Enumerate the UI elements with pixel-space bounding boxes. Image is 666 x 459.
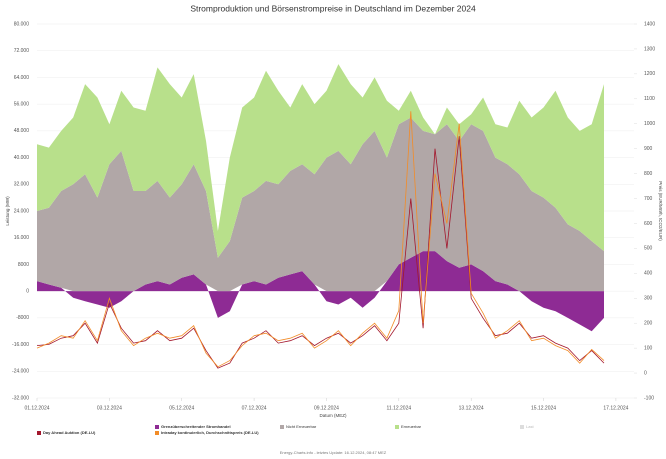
y2-tick-label: 0 bbox=[644, 370, 647, 376]
legend-label: Grenzüberschreitender Stromhandel bbox=[161, 424, 231, 429]
legend-label: Last bbox=[526, 424, 534, 429]
area bbox=[37, 117, 604, 292]
x-tick-label: 05.12.2024 bbox=[169, 405, 194, 411]
y2-tick-label: 800 bbox=[644, 171, 653, 177]
y2-tick-label: 1200 bbox=[644, 71, 655, 77]
y-tick-label: 24.000 bbox=[14, 208, 30, 214]
y2-tick-label: 900 bbox=[644, 146, 653, 152]
lines bbox=[36, 111, 605, 369]
legend-label: Day Ahead Auktion (DE-LU) bbox=[43, 430, 96, 435]
y2-tick-label: 500 bbox=[644, 246, 653, 252]
y2-tick-label: 400 bbox=[644, 271, 653, 277]
legend-label: Intraday kontinuierlich, Durchschnittspr… bbox=[161, 430, 259, 435]
y-tick-label: 56.000 bbox=[14, 101, 30, 107]
y2-tick-label: 1300 bbox=[644, 46, 655, 52]
x-tick-label: 13.12.2024 bbox=[459, 405, 484, 411]
x-tick-label: 11.12.2024 bbox=[386, 405, 411, 411]
y-tick-label: 16.000 bbox=[14, 235, 30, 241]
y-tick-label: 72.000 bbox=[14, 48, 30, 54]
line bbox=[36, 136, 605, 369]
legend-swatch bbox=[280, 425, 284, 429]
y2-tick-label: 1100 bbox=[644, 96, 655, 102]
y2-tick-label: 300 bbox=[644, 296, 653, 302]
legend-label: Nicht Erneuerbar bbox=[286, 424, 317, 429]
x-tick-label: 09.12.2024 bbox=[314, 405, 339, 411]
y2-tick-label: 1400 bbox=[644, 21, 655, 27]
y-tick-label: 0 bbox=[26, 288, 29, 294]
y-tick-label: -24.000 bbox=[12, 369, 29, 375]
y2-tick-label: 700 bbox=[644, 196, 653, 202]
area bbox=[37, 64, 604, 258]
y-tick-label: 8000 bbox=[18, 262, 29, 268]
x-tick-label: 07.12.2024 bbox=[242, 405, 267, 411]
x-axis-title: Datum (MEZ) bbox=[320, 413, 348, 418]
y2-axis-title: Preis (EUR/MWh, tCO2/EUR) bbox=[658, 181, 663, 241]
y-tick-label: 40.000 bbox=[14, 155, 30, 161]
y2-tick-label: -100 bbox=[644, 395, 654, 401]
footer: Energy-Charts.info - letztes Update: 16.… bbox=[280, 450, 387, 455]
y-tick-label: 48.000 bbox=[14, 128, 30, 134]
y-tick-label: 80.000 bbox=[14, 21, 30, 27]
y2-tick-label: 600 bbox=[644, 221, 653, 227]
x-tick-label: 01.12.2024 bbox=[24, 405, 49, 411]
y2-tick-label: 1000 bbox=[644, 121, 655, 127]
x-tick-label: 15.12.2024 bbox=[531, 405, 556, 411]
line bbox=[36, 111, 605, 368]
areas bbox=[37, 64, 604, 332]
y-tick-label: -8000 bbox=[16, 315, 29, 321]
y-tick-label: -32.000 bbox=[12, 395, 29, 401]
legend-swatch bbox=[520, 425, 524, 429]
x-tick-label: 03.12.2024 bbox=[97, 405, 122, 411]
y2-tick-label: 100 bbox=[644, 345, 653, 351]
y-tick-label: 64.000 bbox=[14, 75, 30, 81]
legend-swatch bbox=[395, 425, 399, 429]
legend-swatch bbox=[37, 431, 41, 435]
legend-swatch bbox=[155, 425, 159, 429]
y-tick-label: 32.000 bbox=[14, 182, 30, 188]
legend-swatch bbox=[155, 431, 159, 435]
x-tick-label: 17.12.2024 bbox=[603, 405, 628, 411]
legend-label: Erneuerbar bbox=[401, 424, 422, 429]
y-axis-title: Leistung (MW) bbox=[5, 196, 10, 226]
chart-title: Stromproduktion und Börsenstrompreise in… bbox=[190, 3, 476, 13]
area bbox=[37, 251, 604, 332]
y2-tick-label: 200 bbox=[644, 321, 653, 327]
y-tick-label: -16.000 bbox=[12, 342, 29, 348]
